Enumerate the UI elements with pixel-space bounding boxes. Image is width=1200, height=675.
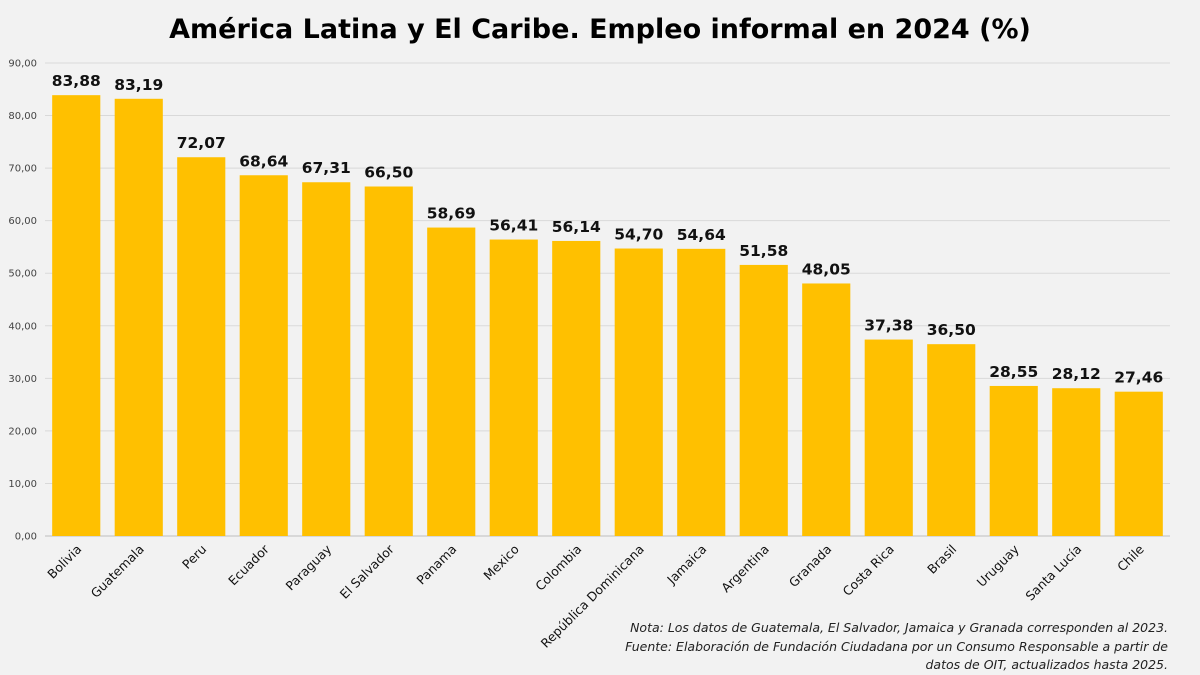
- y-tick-label: 40,00: [8, 321, 37, 332]
- data-label: 56,41: [489, 217, 538, 235]
- data-label: 72,07: [177, 134, 226, 152]
- chart-title: América Latina y El Caribe. Empleo infor…: [169, 14, 1031, 45]
- x-tick-label: Colombia: [532, 542, 584, 594]
- y-tick-label: 50,00: [8, 269, 37, 280]
- y-tick-label: 60,00: [8, 216, 37, 227]
- bar: [427, 227, 476, 536]
- bar: [302, 182, 351, 537]
- x-tick-label: Chile: [1114, 541, 1147, 574]
- y-tick-label: 0,00: [15, 532, 37, 543]
- data-label: 48,05: [802, 260, 851, 278]
- x-tick-label: Granada: [786, 542, 835, 591]
- bars: [52, 95, 1163, 537]
- bar: [552, 240, 601, 536]
- data-label: 56,14: [552, 218, 601, 236]
- y-tick-label: 10,00: [8, 479, 37, 490]
- x-tick-label: Bolivia: [44, 542, 84, 582]
- x-tick-label: Paraguay: [282, 541, 334, 593]
- chart-note: Nota: Los datos de Guatemala, El Salvado…: [630, 620, 1168, 635]
- data-labels: 83,88 83,19 72,07 68,64 67,31 66,50 58,69 56,41…: [52, 72, 1164, 387]
- y-tick-label: 90,00: [8, 59, 37, 70]
- data-label: 67,31: [302, 159, 351, 177]
- chart-source-cont: datos de OIT, actualizados hasta 2025.: [925, 657, 1168, 672]
- data-label: 68,64: [239, 152, 288, 170]
- x-tick-label: Ecuador: [225, 541, 272, 588]
- y-tick-label: 30,00: [8, 374, 37, 385]
- data-label: 83,88: [52, 72, 101, 90]
- bar: [52, 95, 101, 536]
- bar: [364, 186, 413, 536]
- bar: [114, 98, 163, 536]
- bar: [927, 344, 976, 536]
- data-label: 27,46: [1114, 369, 1163, 387]
- bar: [1114, 391, 1163, 536]
- data-label: 54,64: [677, 226, 726, 244]
- x-tick-label: Uruguay: [974, 541, 1023, 590]
- bar: [802, 283, 851, 536]
- data-label: 83,19: [114, 76, 163, 94]
- bar: [1052, 388, 1101, 536]
- x-tick-label: El Salvador: [337, 541, 398, 602]
- bar: [989, 385, 1038, 536]
- x-tick-label: Santa Lucía: [1022, 542, 1084, 604]
- data-label: 58,69: [427, 205, 476, 223]
- bar: [489, 239, 538, 536]
- x-tick-label: Guatemala: [88, 542, 147, 601]
- bar: [177, 157, 226, 536]
- x-tick-label: Mexico: [480, 542, 521, 583]
- x-tick-label: Brasil: [924, 542, 959, 577]
- bar: [739, 264, 788, 536]
- x-tick-label: Peru: [179, 542, 209, 572]
- data-label: 36,50: [927, 321, 976, 339]
- chart-source: Fuente: Elaboración de Fundación Ciudada…: [625, 639, 1168, 654]
- gridlines: [45, 62, 1170, 537]
- bar: [239, 175, 288, 536]
- data-label: 66,50: [364, 164, 413, 182]
- data-label: 28,55: [989, 363, 1038, 381]
- bar: [614, 248, 663, 536]
- y-tick-label: 70,00: [8, 164, 37, 175]
- data-label: 28,12: [1052, 365, 1101, 383]
- bar: [864, 339, 913, 536]
- y-tick-label: 20,00: [8, 426, 37, 437]
- y-tick-label: 80,00: [8, 111, 37, 122]
- data-label: 54,70: [614, 226, 663, 244]
- y-axis: 0,00 10,00 20,00 30,00 40,00 50,00 60,00 70,00 8…: [8, 59, 37, 543]
- x-tick-label: Argentina: [718, 542, 772, 596]
- x-tick-label: Jamaica: [663, 542, 709, 588]
- bar: [677, 248, 726, 537]
- data-label: 51,58: [739, 242, 788, 260]
- data-label: 37,38: [864, 317, 913, 335]
- x-tick-label: Panama: [413, 542, 459, 588]
- x-tick-label: Costa Rica: [840, 542, 897, 599]
